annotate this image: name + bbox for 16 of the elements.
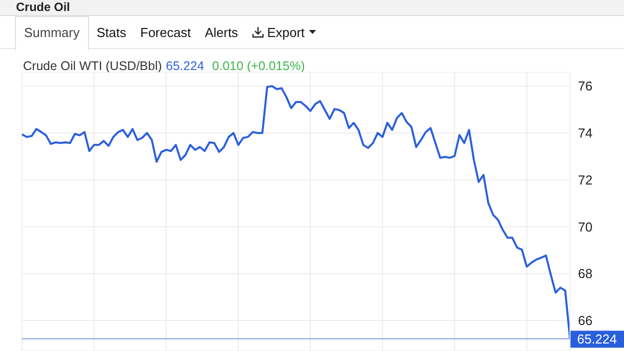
text: Alerts	[204, 24, 238, 40]
chart-title: Crude Oil WTI (USD/Bbl)	[23, 59, 162, 73]
y-tick-label: 70	[578, 219, 592, 234]
y-tick-label: 72	[578, 172, 592, 188]
y-tick-label: 68	[578, 266, 592, 282]
ref-line-label: 65.224	[577, 332, 617, 347]
text: Summary	[15, 16, 89, 50]
text: Crude Oil	[16, 0, 70, 14]
y-tick-label: 74	[578, 126, 592, 141]
y-tick-label: 66	[578, 313, 592, 328]
text: Stats	[96, 24, 126, 40]
annotation: 0.010 (+0.015%)	[212, 59, 305, 73]
text: Export	[267, 24, 305, 40]
chart-subtitle: 65.224	[166, 59, 204, 73]
text: Forecast	[140, 24, 191, 40]
y-tick-label: 76	[578, 78, 592, 94]
